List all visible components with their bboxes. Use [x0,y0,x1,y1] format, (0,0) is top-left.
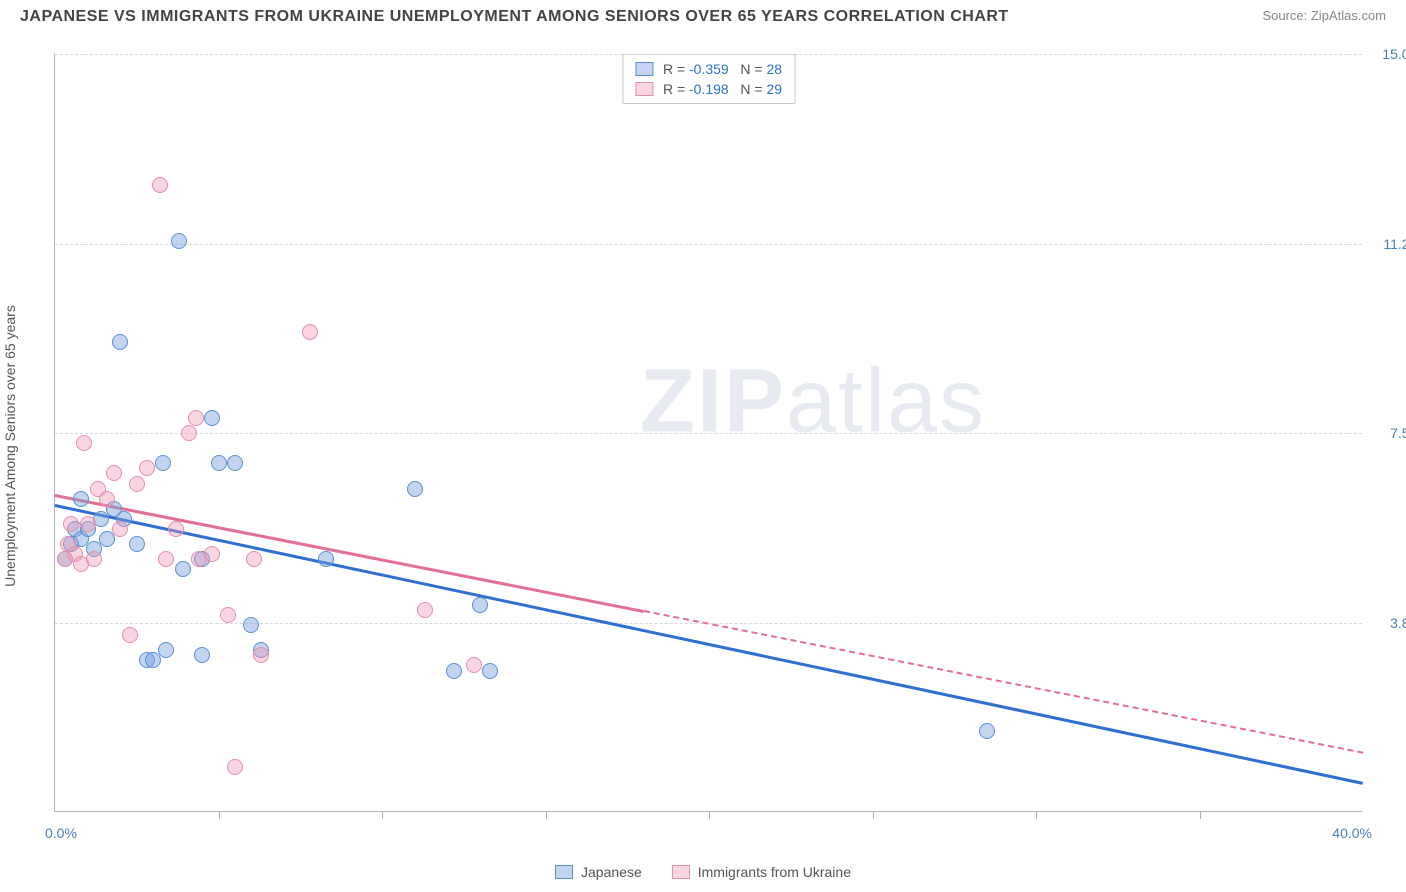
watermark-bold: ZIP [640,352,786,452]
data-point [243,617,259,633]
data-point [106,465,122,481]
source-label: Source: ZipAtlas.com [1262,8,1386,23]
data-point [979,723,995,739]
gridline [55,54,1362,55]
trend-line [55,494,644,612]
x-axis-max-label: 40.0% [1332,825,1372,841]
data-point [76,435,92,451]
x-tick [709,811,710,819]
data-point [129,476,145,492]
data-point [246,551,262,567]
data-point [194,647,210,663]
watermark: ZIPatlas [640,351,986,454]
watermark-light: atlas [786,352,986,452]
y-tick-label: 15.0% [1367,46,1406,62]
data-point [220,607,236,623]
x-tick [382,811,383,819]
stats-text: R = -0.359 N = 28 [663,61,782,77]
data-point [204,410,220,426]
data-point [318,551,334,567]
legend-label: Japanese [581,864,642,880]
stats-row: R = -0.198 N = 29 [631,79,786,99]
data-point [472,597,488,613]
data-point [99,491,115,507]
legend-label: Immigrants from Ukraine [698,864,851,880]
data-point [302,324,318,340]
y-axis-title: Unemployment Among Seniors over 65 years [2,305,18,587]
data-point [112,334,128,350]
data-point [155,455,171,471]
legend-swatch [635,82,653,96]
data-point [227,759,243,775]
gridline [55,244,1362,245]
data-point [86,551,102,567]
data-point [152,177,168,193]
data-point [158,642,174,658]
plot-area: ZIPatlas R = -0.359 N = 28 R = -0.198 N =… [54,54,1362,812]
data-point [63,516,79,532]
data-point [129,536,145,552]
y-tick-label: 7.5% [1367,425,1406,441]
data-point [112,521,128,537]
data-point [171,233,187,249]
data-point [227,455,243,471]
stats-row: R = -0.359 N = 28 [631,59,786,79]
data-point [158,551,174,567]
data-point [204,546,220,562]
data-point [211,455,227,471]
data-point [253,647,269,663]
data-point [188,410,204,426]
data-point [181,425,197,441]
legend-swatch [555,865,573,879]
data-point [73,491,89,507]
data-point [482,663,498,679]
data-point [168,521,184,537]
trend-line [643,610,1363,754]
trend-line [55,504,1364,784]
x-tick [1036,811,1037,819]
x-axis-min-label: 0.0% [45,825,77,841]
data-point [446,663,462,679]
legend-swatch [635,62,653,76]
x-tick [873,811,874,819]
data-point [466,657,482,673]
data-point [175,561,191,577]
stats-text: R = -0.198 N = 29 [663,81,782,97]
series-legend: Japanese Immigrants from Ukraine [555,864,851,880]
stats-legend: R = -0.359 N = 28 R = -0.198 N = 29 [622,54,795,104]
data-point [122,627,138,643]
x-tick [1200,811,1201,819]
gridline [55,433,1362,434]
y-tick-label: 11.2% [1367,236,1406,252]
data-point [417,602,433,618]
data-point [407,481,423,497]
chart-title: JAPANESE VS IMMIGRANTS FROM UKRAINE UNEM… [20,8,1009,26]
x-tick [219,811,220,819]
legend-item: Japanese [555,864,642,880]
data-point [80,516,96,532]
y-tick-label: 3.8% [1367,615,1406,631]
x-tick [546,811,547,819]
legend-item: Immigrants from Ukraine [672,864,851,880]
data-point [139,460,155,476]
legend-swatch [672,865,690,879]
